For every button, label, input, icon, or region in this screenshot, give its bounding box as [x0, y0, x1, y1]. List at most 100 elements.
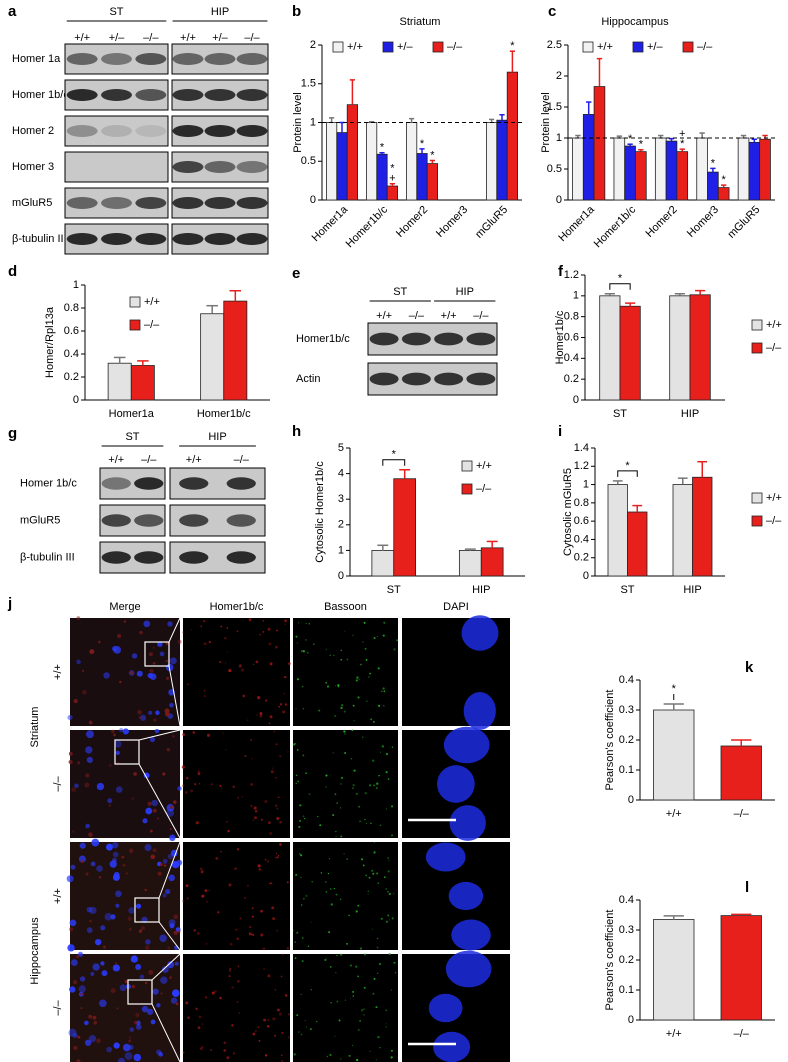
signal: [330, 903, 333, 906]
signal: [355, 792, 358, 796]
signal: [70, 959, 78, 966]
signal: [296, 678, 300, 681]
legend-label: –/–: [766, 515, 782, 527]
signal: [150, 1019, 156, 1025]
blot-band: [466, 372, 496, 386]
signal: [298, 622, 300, 624]
signal: [320, 872, 323, 874]
signal: [366, 822, 368, 824]
error-bar: [604, 293, 615, 296]
signal: [135, 964, 142, 970]
signal: [256, 696, 260, 699]
error-bar: [663, 703, 684, 710]
bar: [619, 305, 641, 401]
signal: [259, 633, 261, 636]
signal: [185, 776, 189, 780]
bar: [676, 151, 689, 201]
signal: [228, 669, 232, 673]
error-bar: [464, 548, 476, 551]
signal: [338, 1019, 341, 1022]
signal: [119, 727, 124, 733]
signal: [118, 1057, 125, 1062]
signal: [231, 1024, 234, 1027]
signal: [77, 761, 81, 765]
signal: [88, 832, 93, 837]
signal: [333, 887, 336, 890]
nucleus: [463, 692, 496, 730]
group-label: HIP: [211, 6, 229, 18]
signal: [368, 676, 370, 678]
error-bar: [429, 159, 435, 164]
blot-band: [135, 233, 167, 245]
signal: [203, 620, 206, 623]
signal: [194, 783, 197, 786]
signal: [151, 799, 158, 807]
y-tick-label: 0.2: [619, 734, 634, 746]
signal: [220, 787, 223, 789]
signal: [176, 859, 183, 866]
signal: [169, 834, 176, 842]
blot-band: [226, 514, 256, 527]
signal: [119, 680, 122, 684]
signal: [393, 648, 396, 651]
legend-swatch: [332, 41, 344, 53]
signal: [370, 822, 372, 825]
bar: [759, 138, 771, 201]
error-bar: [632, 504, 643, 512]
signal: [85, 746, 93, 754]
signal: [171, 989, 180, 998]
blot-band: [434, 372, 464, 386]
signal: [362, 641, 364, 643]
signal: [264, 858, 267, 861]
nucleus: [433, 1031, 471, 1062]
signal: [388, 919, 390, 921]
signal: [340, 649, 342, 651]
signal: [193, 929, 197, 932]
signal: [73, 699, 78, 704]
signal: [187, 1016, 190, 1020]
bar: [107, 362, 132, 401]
annotation: *: [639, 139, 644, 151]
blot-band: [172, 233, 204, 245]
legend-label: –/–: [447, 41, 463, 53]
blot-band: [204, 197, 236, 209]
signal: [112, 851, 119, 858]
chart-title: Hippocampus: [601, 16, 669, 28]
signal: [195, 1007, 198, 1011]
legend-label: +/+: [144, 296, 160, 308]
signal: [324, 881, 327, 883]
signal: [201, 894, 205, 898]
bar: [720, 745, 762, 801]
legend-swatch: [751, 492, 763, 504]
signal: [303, 818, 306, 820]
y-tick-label: 0.2: [64, 371, 79, 383]
y-tick-label: 0.8: [64, 302, 79, 314]
signal: [124, 979, 129, 984]
signal: [294, 941, 296, 943]
signal: [258, 868, 261, 871]
signal: [80, 992, 84, 996]
row-label: Homer 3: [12, 161, 54, 173]
signal: [165, 641, 169, 645]
signal: [335, 893, 338, 896]
y-tick-label: 0.6: [574, 515, 589, 527]
row-label: Homer 1b/c: [12, 89, 69, 101]
signal: [391, 917, 394, 920]
signal: [157, 641, 163, 647]
blot-band: [401, 332, 431, 346]
signal: [318, 709, 321, 712]
signal: [363, 986, 366, 989]
signal: [82, 669, 85, 672]
row-label: β-tubulin III: [12, 233, 67, 245]
lane-label: –/–: [473, 310, 489, 322]
signal: [264, 1054, 268, 1057]
signal: [326, 685, 330, 688]
y-tick-label: 1: [310, 116, 316, 128]
signal: [119, 984, 127, 992]
signal: [205, 996, 208, 999]
signal: [121, 855, 125, 859]
signal: [84, 782, 90, 788]
lane-label: +/–: [109, 32, 125, 44]
signal: [204, 889, 208, 892]
bar: [458, 550, 482, 577]
